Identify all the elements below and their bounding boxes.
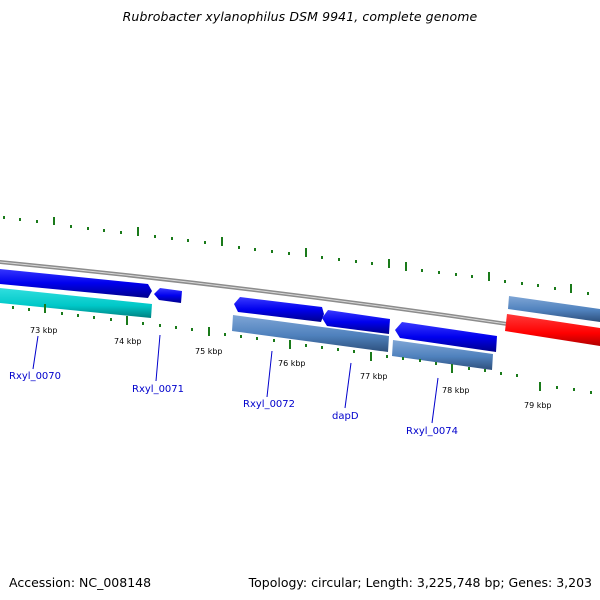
genome-stats-text: Topology: circular; Length: 3,225,748 bp… [248,575,592,590]
gene-Rxyl_0074-cds[interactable] [395,322,497,352]
callout-line-Rxyl_0070 [32,335,39,370]
callout-line-Rxyl_0072 [266,350,273,398]
gene-label-Rxyl_0072[interactable]: Rxyl_0072 [243,399,295,410]
tick-label-79kbp: 79 kbp [524,401,552,410]
tick-label-75kbp: 75 kbp [195,347,223,356]
tick-label-76kbp: 76 kbp [278,359,306,368]
gene-label-Rxyl_0074[interactable]: Rxyl_0074 [406,426,458,437]
gene-dapD-cds[interactable] [322,310,390,334]
callout-line-dapD [344,362,352,409]
gene-Rxyl_0070-gene[interactable] [0,287,152,318]
map-title: Rubrobacter xylanophilus DSM 9941, compl… [122,9,478,24]
callout-line-Rxyl_0071 [155,334,161,382]
gene-label-dapD[interactable]: dapD [332,411,359,422]
tick-label-78kbp: 78 kbp [442,386,470,395]
gene-Rxyl_0071-cds[interactable] [154,288,182,303]
gene-Rxyl_0072-cds[interactable] [234,297,324,322]
gene-label-Rxyl_0070[interactable]: Rxyl_0070 [9,371,61,382]
gene-Rxyl_0072-gene[interactable] [232,315,389,352]
tick-label-74kbp: 74 kbp [114,337,142,346]
outer-tick-row [3,216,589,295]
gene-callouts [32,334,439,424]
tick-labels: 73 kbp 74 kbp 75 kbp 76 kbp 77 kbp 78 kb… [30,326,552,410]
gene-label-group: Rxyl_0070 Rxyl_0071 Rxyl_0072 dapD Rxyl_… [9,371,458,437]
gene-Rxyl_0074-gene[interactable] [392,340,493,370]
inner-tick-row [12,304,592,394]
tick-label-77kbp: 77 kbp [360,372,388,381]
gene-label-Rxyl_0071[interactable]: Rxyl_0071 [132,384,184,395]
callout-line-Rxyl_0074 [431,377,439,424]
accession-text: Accession: NC_008148 [9,575,152,590]
gene-Rxyl_0070-cds[interactable] [0,268,152,298]
tick-label-73kbp: 73 kbp [30,326,58,335]
rrna-feature[interactable] [505,314,600,346]
gene-Rxyl_0075-gene[interactable] [508,296,600,322]
